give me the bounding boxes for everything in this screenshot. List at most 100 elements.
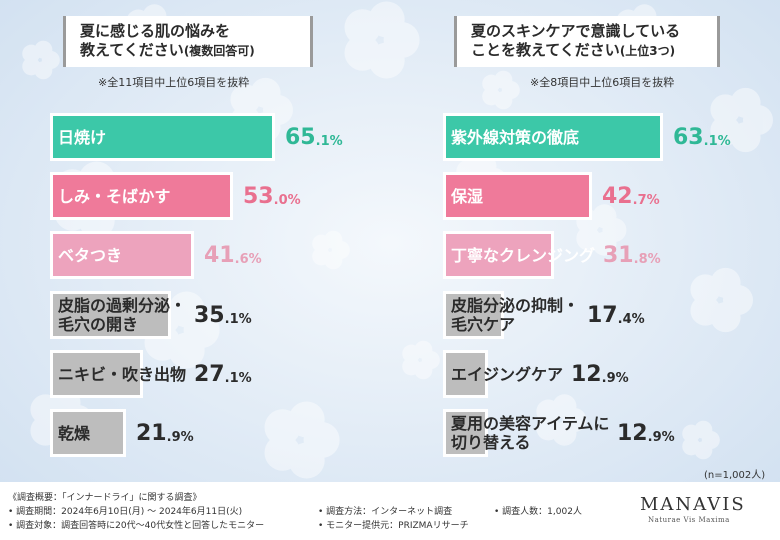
flower-petal (730, 122, 761, 153)
flower-petal (552, 421, 577, 446)
bar (50, 113, 275, 161)
flower-petal (168, 332, 205, 369)
flower-petal (710, 302, 741, 333)
bar-label: 日焼け (58, 127, 107, 147)
flower-petal (288, 401, 325, 438)
flower-petal (303, 422, 340, 458)
bar-label: 夏用の美容アイテムに 切り替える (451, 414, 610, 452)
bar-label: 丁寧なクレンジング (451, 245, 596, 265)
bar-row: 紫外線対策の徹底 63.1% (443, 113, 773, 161)
bar-row: 乾燥 21.9% (50, 409, 380, 457)
right-title-sub: (上位3つ) (619, 44, 676, 58)
bar-value: 17.4% (587, 302, 645, 328)
flower-petal (34, 61, 53, 80)
flower-petal (536, 416, 561, 441)
bar-label: 皮脂分泌の抑制・ 毛穴ケア (451, 296, 580, 334)
flower-petal (690, 295, 721, 326)
flower-petal (494, 70, 513, 89)
bar-row: 皮脂の過剰分泌・ 毛穴の開き 35.1% (50, 291, 380, 339)
bar-value: 12.9% (571, 361, 629, 387)
bar (50, 231, 194, 279)
bar-row: しみ・そばかす 53.0% (50, 172, 380, 220)
bar (443, 113, 663, 161)
bar (50, 172, 233, 220)
bar-row: 保湿 42.7% (443, 172, 773, 220)
bar (443, 409, 488, 457)
bar-value: 12.9% (617, 420, 675, 446)
bar (443, 291, 504, 339)
flower-petal (250, 77, 281, 108)
bar-value: 31.8% (603, 242, 661, 268)
footer-survey-method: • 調査方法：インターネット調査 (318, 507, 453, 517)
footer-survey-period: • 調査期間：2024年6月10日(月) ～ 2024年6月11日(火) (8, 507, 243, 517)
flower-petal (482, 87, 501, 106)
footer-survey-count: • 調査人数：1,002人 (494, 507, 582, 517)
flower-petal (368, 42, 405, 79)
bar-label: しみ・そばかす (58, 186, 171, 206)
left-note: ※全11項目中上位6項目を抜粋 (98, 76, 250, 89)
flower-petal (710, 94, 741, 125)
bar-row: ニキビ・吹き出物 27.1% (50, 350, 380, 398)
bar-row: 丁寧なクレンジング 31.8% (443, 231, 773, 279)
bar (443, 172, 592, 220)
flower-petal (41, 51, 60, 69)
flower-petal (536, 399, 561, 424)
bar-label: 保湿 (451, 186, 484, 206)
flower-petal (402, 344, 421, 363)
flower-petal (324, 251, 343, 270)
bar-label: 皮脂の過剰分泌・ 毛穴の開き (58, 296, 187, 334)
flower-petal (368, 1, 405, 38)
flower-petal (694, 420, 713, 439)
bar-label: 乾燥 (58, 423, 91, 443)
bar (50, 350, 143, 398)
footer: 《調査概要：「インナードライ」に関する調査》 • 調査期間：2024年6月10日… (0, 482, 780, 540)
flower-petal (701, 431, 720, 449)
bar-row: 日焼け 65.1% (50, 113, 380, 161)
flower-petal (690, 274, 721, 305)
flower-petal (264, 409, 301, 446)
flower-petal (682, 424, 701, 443)
flower-petal (421, 351, 440, 369)
flower-petal (710, 115, 741, 146)
bar-label: ニキビ・吹き出物 (58, 364, 187, 384)
sample-size-note: (n=1,002人) (704, 470, 766, 481)
flower-petal (344, 9, 381, 46)
flower-petal (168, 291, 205, 328)
bar-value: 53.0% (243, 183, 301, 209)
left-panel-title: 夏に感じる肌の悩みを 教えてください(複数回答可) (63, 16, 313, 67)
bar-label: エイジングケア (451, 364, 564, 384)
flower-petal (230, 84, 261, 115)
bar-row: 皮脂分泌の抑制・ 毛穴ケア 17.4% (443, 291, 773, 339)
flower-petal (482, 74, 501, 93)
left-title-line2: 教えてください (80, 41, 184, 59)
left-title-sub: (複数回答可) (183, 44, 255, 58)
flower-petal (34, 40, 53, 59)
flower-petal (730, 87, 761, 118)
footer-survey-title: 《調査概要：「インナードライ」に関する調査》 (8, 493, 202, 503)
footer-survey-target: • 調査対象：調査回答時に20代～40代女性と回答したモニター (8, 521, 265, 531)
bar (443, 231, 554, 279)
right-note: ※全8項目中上位6項目を抜粋 (530, 76, 675, 89)
flower-petal (331, 241, 350, 259)
flower-petal (576, 226, 601, 251)
flower-petal (22, 57, 41, 76)
bar (50, 291, 171, 339)
bar-label: ベタつき (58, 245, 123, 265)
bar-row: ベタつき 41.6% (50, 231, 380, 279)
left-title-line1: 夏に感じる肌の悩みを (80, 22, 231, 40)
flower-petal (183, 312, 220, 348)
bar-value: 63.1% (673, 124, 731, 150)
flower-petal (501, 81, 520, 99)
flower-petal (344, 34, 381, 71)
flower-petal (22, 44, 41, 63)
bar-label: 紫外線対策の徹底 (451, 127, 580, 147)
bar-row: 夏用の美容アイテムに 切り替える 12.9% (443, 409, 773, 457)
bar-value: 27.1% (194, 361, 252, 387)
bar (443, 350, 488, 398)
flower-petal (312, 247, 331, 266)
flower-petal (602, 218, 627, 242)
bar-value: 35.1% (194, 302, 252, 328)
brand-tagline: Naturae Vis Maxima (648, 516, 730, 524)
flower-petal (414, 340, 433, 359)
